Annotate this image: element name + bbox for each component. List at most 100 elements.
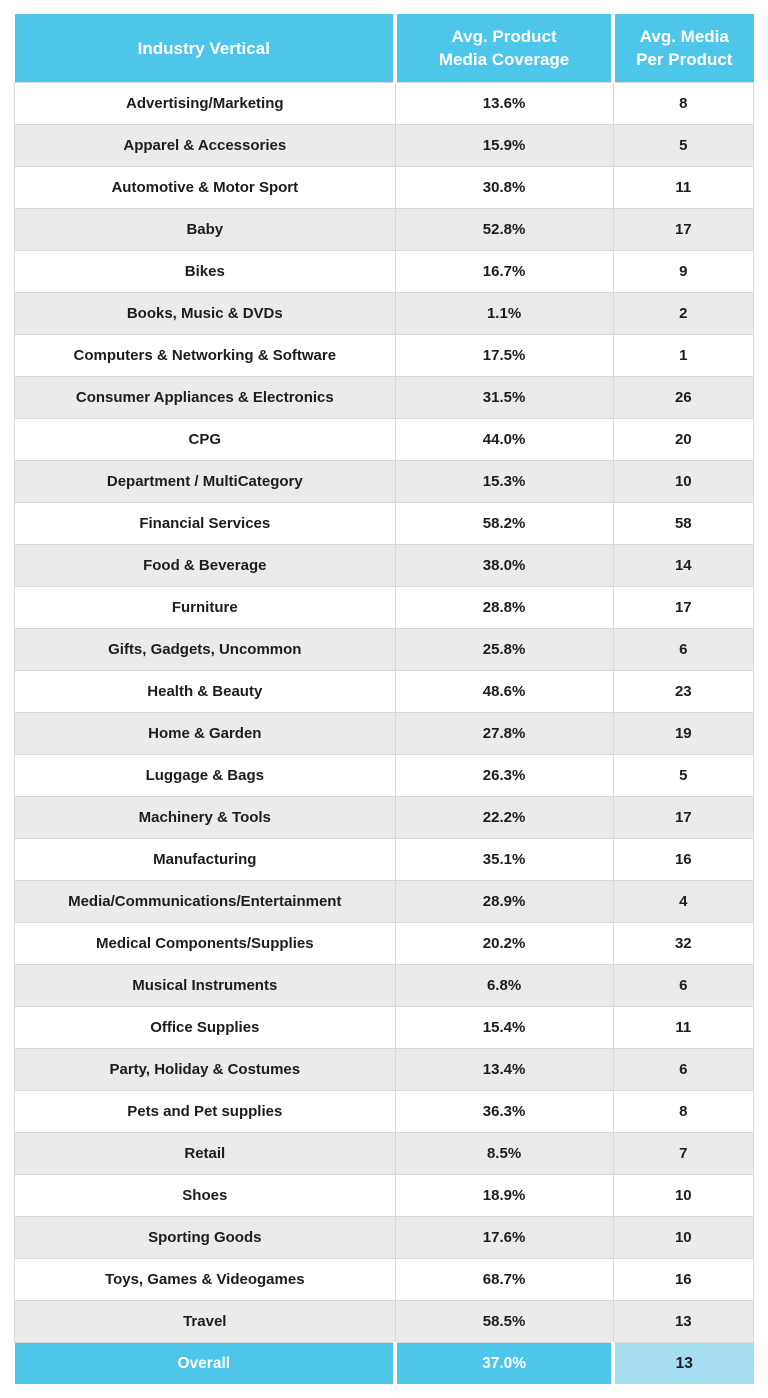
table-row: Media/Communications/Entertainment 28.9% 4 bbox=[14, 880, 755, 923]
coverage-cell: 25.8% bbox=[394, 628, 614, 671]
media-cell: 16 bbox=[612, 838, 755, 881]
coverage-cell: 28.9% bbox=[394, 880, 614, 923]
media-cell: 11 bbox=[612, 1006, 755, 1049]
table-row: Books, Music & DVDs 1.1% 2 bbox=[14, 292, 755, 335]
media-cell: 10 bbox=[612, 1174, 755, 1217]
media-cell: 6 bbox=[612, 1048, 755, 1091]
table-body: Advertising/Marketing 13.6% 8 Apparel & Acc… bbox=[14, 82, 755, 1343]
coverage-cell: 36.3% bbox=[394, 1090, 614, 1133]
table-row: Shoes 18.9% 10 bbox=[14, 1174, 755, 1217]
media-cell: 4 bbox=[612, 880, 755, 923]
coverage-cell: 28.8% bbox=[394, 586, 614, 629]
media-cell: 11 bbox=[612, 166, 755, 209]
media-cell: 23 bbox=[612, 670, 755, 713]
table-row: Retail 8.5% 7 bbox=[14, 1132, 755, 1175]
overall-row: Overall 37.0% 13 bbox=[14, 1342, 754, 1384]
industry-cell: Machinery & Tools bbox=[14, 796, 396, 839]
industry-cell: Pets and Pet supplies bbox=[14, 1090, 396, 1133]
header-label-line2: Media Coverage bbox=[438, 50, 570, 69]
table-row: Party, Holiday & Costumes 13.4% 6 bbox=[14, 1048, 755, 1091]
media-cell: 6 bbox=[612, 964, 755, 1007]
industry-cell: CPG bbox=[14, 418, 396, 461]
industry-cell: Travel bbox=[14, 1300, 396, 1343]
industry-cell: Luggage & Bags bbox=[14, 754, 396, 797]
industry-cell: Computers & Networking & Software bbox=[14, 334, 396, 377]
media-cell: 1 bbox=[612, 334, 755, 377]
industry-cell: Health & Beauty bbox=[14, 670, 396, 713]
media-cell: 8 bbox=[612, 82, 755, 125]
table-row: Office Supplies 15.4% 11 bbox=[14, 1006, 755, 1049]
table-row: Luggage & Bags 26.3% 5 bbox=[14, 754, 755, 797]
table-row: Automotive & Motor Sport 30.8% 11 bbox=[14, 166, 755, 209]
table-row: Baby 52.8% 17 bbox=[14, 208, 755, 251]
coverage-cell: 31.5% bbox=[394, 376, 614, 419]
table-row: Furniture 28.8% 17 bbox=[14, 586, 755, 629]
coverage-cell: 17.5% bbox=[394, 334, 614, 377]
table-row: Consumer Appliances & Electronics 31.5% 26 bbox=[14, 376, 755, 419]
overall-coverage-cell: 37.0% bbox=[393, 1342, 614, 1384]
media-cell: 7 bbox=[612, 1132, 755, 1175]
table-row: Food & Beverage 38.0% 14 bbox=[14, 544, 755, 587]
coverage-cell: 27.8% bbox=[394, 712, 614, 755]
table-row: Advertising/Marketing 13.6% 8 bbox=[14, 82, 755, 125]
coverage-cell: 17.6% bbox=[394, 1216, 614, 1259]
coverage-cell: 58.5% bbox=[394, 1300, 614, 1343]
industry-cell: Food & Beverage bbox=[14, 544, 396, 587]
industry-cell: Baby bbox=[14, 208, 396, 251]
header-label-line1: Avg. Product bbox=[451, 27, 557, 46]
coverage-cell: 16.7% bbox=[394, 250, 614, 293]
media-cell: 17 bbox=[612, 208, 755, 251]
industry-cell: Bikes bbox=[14, 250, 396, 293]
table-row: Musical Instruments 6.8% 6 bbox=[14, 964, 755, 1007]
table-row: Pets and Pet supplies 36.3% 8 bbox=[14, 1090, 755, 1133]
industry-cell: Advertising/Marketing bbox=[14, 82, 396, 125]
coverage-cell: 15.3% bbox=[394, 460, 614, 503]
table-row: CPG 44.0% 20 bbox=[14, 418, 755, 461]
coverage-cell: 44.0% bbox=[394, 418, 614, 461]
industry-cell: Manufacturing bbox=[14, 838, 396, 881]
coverage-cell: 38.0% bbox=[394, 544, 614, 587]
overall-media-cell: 13 bbox=[611, 1342, 754, 1384]
table-row: Toys, Games & Videogames 68.7% 16 bbox=[14, 1258, 755, 1301]
industry-cell: Department / MultiCategory bbox=[14, 460, 396, 503]
industry-cell: Shoes bbox=[14, 1174, 396, 1217]
coverage-cell: 22.2% bbox=[394, 796, 614, 839]
col-header-industry-vertical: Industry Vertical bbox=[14, 14, 396, 83]
overall-label-cell: Overall bbox=[14, 1342, 396, 1384]
industry-cell: Media/Communications/Entertainment bbox=[14, 880, 396, 923]
coverage-cell: 35.1% bbox=[394, 838, 614, 881]
coverage-cell: 15.4% bbox=[394, 1006, 614, 1049]
table-row: Bikes 16.7% 9 bbox=[14, 250, 755, 293]
media-cell: 6 bbox=[612, 628, 755, 671]
coverage-cell: 8.5% bbox=[394, 1132, 614, 1175]
table-row: Computers & Networking & Software 17.5% 1 bbox=[14, 334, 755, 377]
table-row: Financial Services 58.2% 58 bbox=[14, 502, 755, 545]
industry-cell: Apparel & Accessories bbox=[14, 124, 396, 167]
col-header-avg-product-media-coverage: Avg. Product Media Coverage bbox=[393, 14, 614, 83]
industry-cell: Medical Components/Supplies bbox=[14, 922, 396, 965]
media-cell: 10 bbox=[612, 1216, 755, 1259]
media-cell: 9 bbox=[612, 250, 755, 293]
industry-media-table: Industry Vertical Avg. Product Media Cov… bbox=[14, 14, 755, 1384]
coverage-cell: 26.3% bbox=[394, 754, 614, 797]
media-cell: 13 bbox=[612, 1300, 755, 1343]
table-row: Medical Components/Supplies 20.2% 32 bbox=[14, 922, 755, 965]
coverage-cell: 6.8% bbox=[394, 964, 614, 1007]
media-cell: 8 bbox=[612, 1090, 755, 1133]
coverage-cell: 13.6% bbox=[394, 82, 614, 125]
table-row: Travel 58.5% 13 bbox=[14, 1300, 755, 1343]
industry-cell: Musical Instruments bbox=[14, 964, 396, 1007]
header-label-line1: Avg. Media bbox=[639, 27, 729, 46]
table-header: Industry Vertical Avg. Product Media Cov… bbox=[14, 14, 754, 83]
table-row: Gifts, Gadgets, Uncommon 25.8% 6 bbox=[14, 628, 755, 671]
coverage-cell: 13.4% bbox=[394, 1048, 614, 1091]
industry-cell: Toys, Games & Videogames bbox=[14, 1258, 396, 1301]
table-row: Department / MultiCategory 15.3% 10 bbox=[14, 460, 755, 503]
media-cell: 32 bbox=[612, 922, 755, 965]
industry-cell: Office Supplies bbox=[14, 1006, 396, 1049]
industry-cell: Financial Services bbox=[14, 502, 396, 545]
header-label-line2: Per Product bbox=[636, 50, 733, 69]
media-cell: 16 bbox=[612, 1258, 755, 1301]
media-cell: 20 bbox=[612, 418, 755, 461]
media-cell: 17 bbox=[612, 586, 755, 629]
